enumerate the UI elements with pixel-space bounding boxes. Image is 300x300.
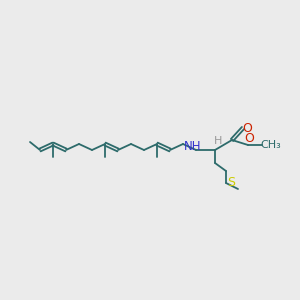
Text: NH: NH — [184, 140, 202, 152]
Text: CH₃: CH₃ — [261, 140, 281, 150]
Text: O: O — [244, 133, 254, 146]
Text: H: H — [214, 136, 222, 146]
Text: O: O — [242, 122, 252, 134]
Text: S: S — [227, 176, 235, 190]
